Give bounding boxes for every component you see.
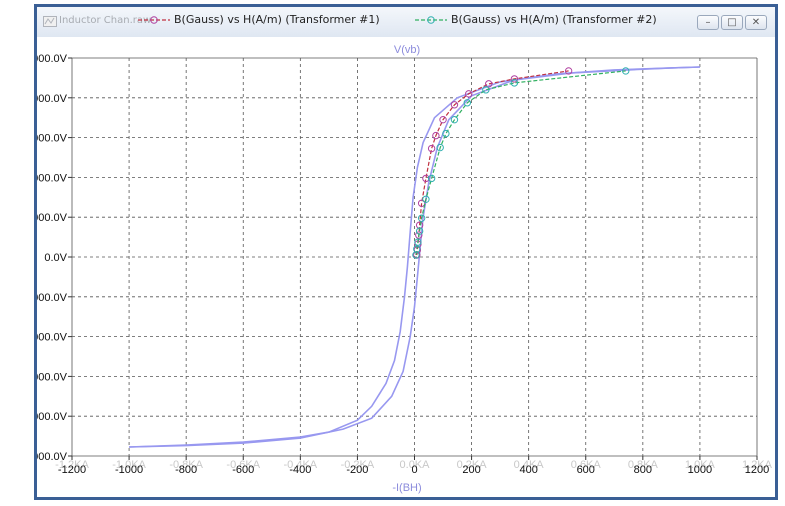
x-tick-label: 0 (411, 464, 417, 476)
x-tick-sublabel: 1.2KA (742, 459, 773, 471)
data-point-transformer-2 (414, 238, 422, 246)
legend-entry-transformer-1[interactable]: B(Gauss) vs H(A/m) (Transformer #1) (137, 13, 380, 26)
x-tick-sublabel: -0.6KA (226, 459, 260, 471)
data-point-transformer-1 (439, 115, 447, 124)
data-point-transformer-2 (510, 79, 519, 87)
series-line-2 (415, 70, 626, 256)
minimize-button[interactable]: – (697, 15, 719, 30)
data-point-transformer-1 (510, 75, 519, 83)
data-point-transformer-2 (450, 115, 459, 124)
legend-line-swatch-2 (415, 15, 447, 24)
window-title: Inductor Chan.raw (59, 15, 152, 26)
data-point-transformer-2 (436, 143, 444, 152)
close-button[interactable]: ✕ (745, 15, 767, 30)
y-tick-label: 8,000.0V (37, 172, 68, 184)
series-group (129, 66, 700, 448)
data-point-transformer-1 (465, 90, 473, 98)
y-tick-label: 20,000.0V (37, 53, 68, 65)
series-line-1 (416, 70, 569, 256)
y-tick-label: 16,000.0V (37, 93, 68, 105)
data-point-transformer-1 (450, 101, 459, 109)
y-tick-label: -16,000.0V (37, 411, 68, 423)
x-tick-label: 200 (462, 464, 480, 476)
legend-entry-transformer-2[interactable]: B(Gauss) vs H(A/m) (Transformer #2) (414, 13, 657, 26)
x-tick-sublabel: 0.4KA (514, 459, 545, 471)
legend-label-transformer-1: B(Gauss) vs H(A/m) (Transformer #1) (174, 13, 380, 26)
x-axis-label: -I(BH) (392, 482, 421, 494)
data-point-transformer-2 (482, 86, 490, 94)
data-point-transformer-2 (442, 129, 450, 138)
legend-line-swatch-1 (138, 15, 170, 24)
x-tick-sublabel: 0.8KA (628, 459, 659, 471)
x-tick-label: 800 (634, 464, 652, 476)
x-tick-sublabel: 0.2KA (457, 459, 488, 471)
bh-curve-chart[interactable]: 20,000.0V 16,000.0V 12,000.0V 8,000.0V 4,000… (13, 37, 775, 497)
x-tick-sublabel: 0.0KA (400, 459, 431, 471)
data-point-transformer-2 (413, 245, 421, 253)
x-tick-label: 400 (519, 464, 537, 476)
data-point-transformer-1 (432, 131, 440, 140)
y-tick-label: 4,000.0V (37, 212, 68, 224)
x-tick-label: 1200 (745, 464, 769, 476)
x-tick-label: -600 (232, 464, 254, 476)
plot-window: Inductor Chan.raw B(Gauss) vs H(A/m) (Tr… (13, 4, 778, 500)
x-tick-label: -1200 (58, 464, 86, 476)
data-point-transformer-1 (422, 174, 430, 183)
restore-button[interactable]: □ (721, 15, 743, 30)
x-tick-sublabel: -1.2KA (55, 459, 89, 471)
x-tick-sublabel: 1.0KA (685, 459, 716, 471)
data-point-transformer-2 (417, 214, 426, 222)
plot-area[interactable]: 20,000.0V 16,000.0V 12,000.0V 8,000.0V 4,000… (13, 37, 775, 497)
title-bar[interactable]: Inductor Chan.raw B(Gauss) vs H(A/m) (Tr… (37, 7, 775, 37)
y-axis-ticks: 20,000.0V 16,000.0V 12,000.0V 8,000.0V 4,000… (13, 53, 72, 463)
x-tick-sublabel: -0.2KA (341, 459, 375, 471)
y-tick-label: -8,000.0V (37, 332, 68, 344)
y-tick-label: 12,000.0V (37, 133, 68, 145)
window-controls: – □ ✕ (697, 15, 767, 30)
y-tick-label: 0.0V (44, 252, 67, 264)
data-point-transformer-2 (415, 227, 424, 235)
data-point-transformer-1 (417, 199, 426, 207)
legend-label-transformer-2: B(Gauss) vs H(A/m) (Transformer #2) (451, 13, 657, 26)
x-tick-sublabel: -0.8KA (169, 459, 203, 471)
x-tick-label: 1000 (688, 464, 712, 476)
x-tick-sublabel: -0.4KA (284, 459, 318, 471)
bh-trace-line-1 (129, 66, 700, 448)
data-point-transformer-2 (463, 99, 472, 107)
y-tick-label: -12,000.0V (37, 371, 68, 383)
data-point-transformer-2 (427, 174, 436, 183)
data-point-transformer-2 (622, 67, 630, 75)
x-tick-sublabel: 0.6KA (571, 459, 602, 471)
x-tick-sublabel: -1.0KA (112, 459, 146, 471)
x-axis-ticks: -1.2KA-1200 -1.0KA-1000 -0.8KA-800 -0.6KA-6… (55, 456, 773, 476)
data-point-transformer-1 (564, 67, 573, 75)
chart-title: V(vb) (394, 44, 420, 56)
y-tick-label: -4,000.0V (37, 292, 68, 304)
data-point-transformer-1 (415, 231, 423, 239)
data-point-transformer-1 (427, 144, 436, 153)
x-tick-label: -1000 (115, 464, 143, 476)
x-tick-label: 600 (577, 464, 595, 476)
data-point-transformer-1 (485, 80, 493, 88)
x-tick-label: -400 (289, 464, 311, 476)
data-point-transformer-2 (422, 195, 430, 203)
x-tick-label: -200 (346, 464, 368, 476)
x-tick-label: -800 (175, 464, 197, 476)
waveform-app-icon (43, 16, 57, 27)
